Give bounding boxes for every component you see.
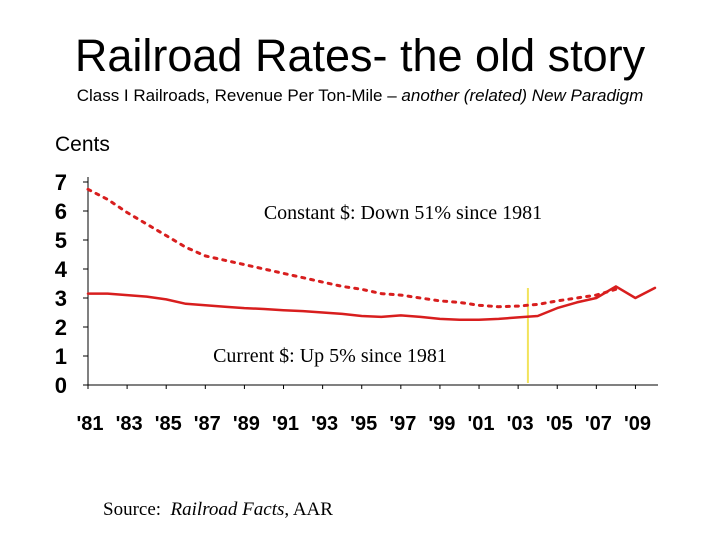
x-tick-label: '07: [585, 413, 612, 435]
y-tick-label: 3: [55, 286, 67, 311]
x-tick-label: '09: [624, 413, 651, 435]
x-tick-label: '97: [389, 413, 416, 435]
x-tick-label: '03: [507, 413, 534, 435]
page-title: Railroad Rates- the old story: [74, 30, 646, 81]
y-tick-label: 0: [55, 373, 67, 398]
y-tick-label: 2: [55, 315, 67, 340]
x-tick-label: '87: [194, 413, 221, 435]
y-axis-ticks: 0 1 2 3 4 5 6 7: [55, 170, 88, 398]
annotation-current-dollars: Current $: Up 5% since 1981: [213, 345, 447, 367]
x-tick-label: '05: [546, 413, 573, 435]
x-tick-label: '89: [233, 413, 260, 435]
source-publisher: , AAR: [284, 499, 333, 520]
annotation-constant-dollars: Constant $: Down 51% since 1981: [264, 202, 542, 224]
y-tick-label: 5: [55, 228, 67, 253]
x-tick-label: '91: [272, 413, 299, 435]
subtitle-prefix: Class I Railroads, Revenue Per Ton-Mile …: [76, 86, 402, 105]
x-axis-ticks: '81 '83 '85 '87 '89 '91 '93 '95 '97 '99 '01 '03 '05 '…: [76, 385, 651, 435]
series-line-current-dollars: [86, 285, 657, 322]
x-tick-label: '83: [116, 413, 143, 435]
y-tick-label: 4: [55, 257, 68, 282]
subtitle-emphasis: another (related) New Paradigm: [401, 86, 644, 105]
x-tick-label: '95: [350, 413, 377, 435]
x-tick-label: '85: [155, 413, 182, 435]
source-publication: Railroad Facts: [170, 499, 285, 520]
series-layer: [86, 187, 657, 322]
y-axis-units-label: Cents: [55, 133, 110, 156]
source-label: Source:: [103, 499, 162, 520]
source-note: Source: Railroad Facts, AAR: [103, 499, 333, 521]
y-tick-label: 1: [55, 344, 67, 369]
y-tick-label: 6: [55, 199, 67, 224]
x-tick-label: '93: [311, 413, 338, 435]
series-line-constant-dollars: [86, 187, 618, 309]
page-subtitle: Class I Railroads, Revenue Per Ton-Mile …: [0, 85, 720, 107]
x-tick-label: '81: [76, 413, 103, 435]
x-tick-label: '01: [468, 413, 495, 435]
x-tick-label: '99: [428, 413, 455, 435]
y-tick-label: 7: [55, 170, 67, 195]
